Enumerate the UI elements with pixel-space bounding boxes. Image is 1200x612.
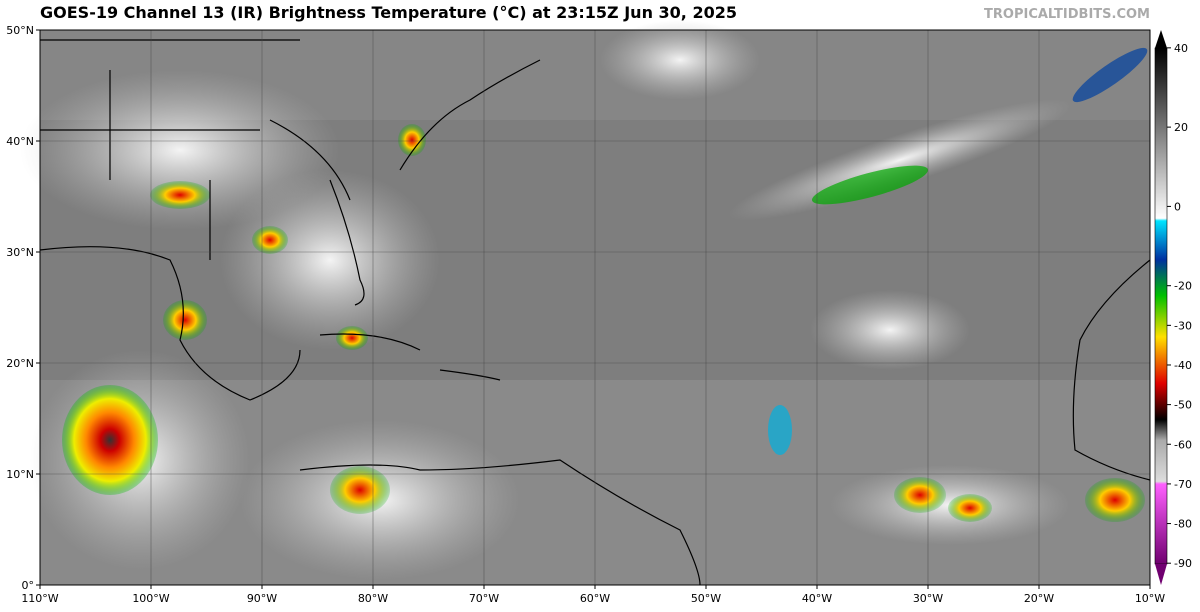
lon-label: 80°W xyxy=(358,592,388,605)
colorbar-tick-label: 0 xyxy=(1174,200,1181,213)
cold-cloud xyxy=(1072,47,1148,103)
colorbar: 40 20 0 -20 -30 -40 -50 -60 -70 -80 -90 xyxy=(1154,30,1192,585)
storm-cell xyxy=(894,477,946,513)
lon-label: 90°W xyxy=(247,592,277,605)
cloud xyxy=(810,290,970,370)
storm-cell xyxy=(330,466,390,514)
colorbar-tick-label: -40 xyxy=(1174,359,1192,372)
lat-label: 0° xyxy=(22,579,35,592)
cold-cloud xyxy=(768,405,792,455)
cloud xyxy=(220,170,440,350)
colorbar-tick-label: -20 xyxy=(1174,280,1192,293)
lon-label: 20°W xyxy=(1024,592,1054,605)
storm-cell xyxy=(150,181,210,209)
storm-cell xyxy=(252,226,288,254)
storm-cell xyxy=(163,300,207,340)
lon-label: 100°W xyxy=(132,592,169,605)
lat-label: 40°N xyxy=(6,135,34,148)
lon-label: 50°W xyxy=(691,592,721,605)
lon-label: 70°W xyxy=(469,592,499,605)
colorbar-tick-label: -80 xyxy=(1174,518,1192,531)
lon-label: 40°W xyxy=(802,592,832,605)
lat-label: 30°N xyxy=(6,246,34,259)
lat-label: 10°N xyxy=(6,468,34,481)
lat-label: 50°N xyxy=(6,24,34,37)
colorbar-tick-label: -70 xyxy=(1174,478,1192,491)
colorbar-tick-label: -50 xyxy=(1174,399,1192,412)
lon-label: 60°W xyxy=(580,592,610,605)
map-area xyxy=(20,20,1151,586)
title: GOES-19 Channel 13 (IR) Brightness Tempe… xyxy=(40,3,737,22)
cold-cloud xyxy=(811,165,929,205)
lon-label: 110°W xyxy=(21,592,58,605)
lon-label: 30°W xyxy=(913,592,943,605)
lat-label: 20°N xyxy=(6,357,34,370)
credit: TROPICALTIDBITS.COM xyxy=(984,7,1150,22)
border xyxy=(40,39,300,260)
storm-cell xyxy=(1085,478,1145,522)
colorbar-top-arrow xyxy=(1155,30,1167,48)
colorbar-tick-label: -30 xyxy=(1174,319,1192,332)
storm-cell xyxy=(398,124,426,156)
colorbar-tick-label: 20 xyxy=(1174,121,1188,134)
coastline xyxy=(39,59,1151,586)
colorbar-tick-label: -90 xyxy=(1174,557,1192,570)
colorbar-bottom-arrow xyxy=(1155,564,1167,585)
lon-label: 10°W xyxy=(1135,592,1165,605)
cloud xyxy=(600,20,760,100)
storm-cell xyxy=(948,494,992,522)
storm-cell xyxy=(336,326,368,350)
cloud xyxy=(728,99,1072,221)
colorbar-tick-label: -60 xyxy=(1174,438,1192,451)
colorbar-body xyxy=(1154,47,1168,565)
colorbar-tick-label: 40 xyxy=(1174,42,1188,55)
storm xyxy=(62,385,158,495)
cloud xyxy=(20,70,340,230)
